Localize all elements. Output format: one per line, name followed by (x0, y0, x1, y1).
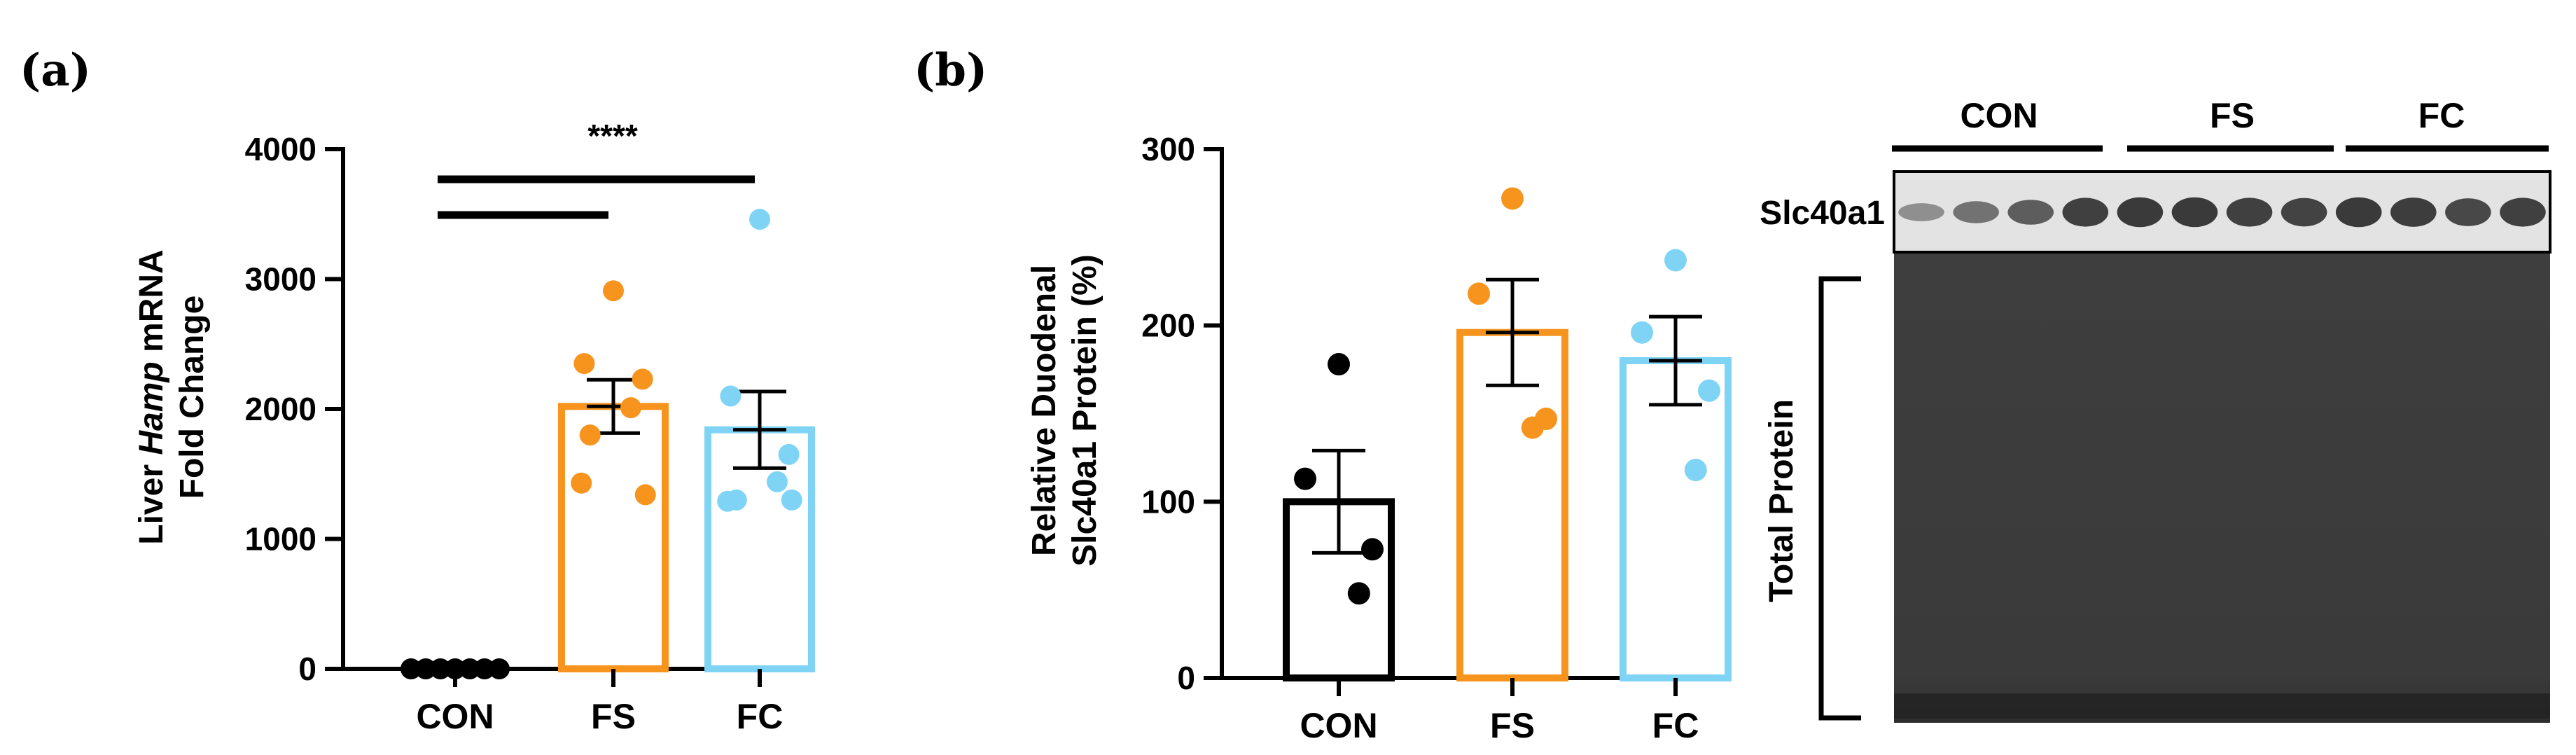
blot-band (1953, 201, 1999, 223)
data-point-fs-a (579, 424, 601, 446)
data-point-con-b (1347, 582, 1370, 605)
data-point-fc-b (1698, 379, 1720, 402)
data-point-con-a (489, 658, 510, 679)
y-axis-label-a-italic: Hamp (133, 361, 170, 455)
data-point-fc-b (1684, 459, 1707, 482)
data-point-fc-b (1664, 249, 1687, 272)
data-point-fc-b (1631, 321, 1653, 344)
data-point-con-b (1328, 353, 1350, 376)
x-tick-label-fs-b: FS (1490, 706, 1535, 745)
data-point-fs-b (1501, 187, 1524, 210)
y-tick-label-a: 4000 (245, 131, 316, 167)
blot-band (2007, 200, 2054, 225)
data-point-con-a (474, 658, 495, 679)
data-point-fs-a (634, 484, 656, 506)
western-blot: CON FS FC Slc40a1 Total Protein (1760, 96, 2551, 723)
data-point-fs-b (1468, 282, 1490, 305)
total-protein-gel (1894, 254, 2550, 723)
y-axis-label-b: Relative Duodenal Slc40a1 Protein (%) (1026, 254, 1103, 567)
data-point-fs-a (632, 368, 653, 390)
y-axis-label-a: Liver Hamp mRNA Fold Change (133, 249, 211, 544)
y-tick-label-a: 3000 (245, 261, 316, 298)
x-tick-label-fc-a: FC (737, 697, 784, 736)
blot-band (2226, 198, 2273, 227)
blot-band-label: Slc40a1 (1760, 195, 1885, 232)
x-tick-label-fs-a: FS (591, 697, 636, 736)
total-protein-label: Total Protein (1763, 399, 1800, 602)
blot-band-strip (1893, 170, 2551, 254)
blot-band (2500, 198, 2546, 227)
y-tick-label-b: 300 (1141, 131, 1195, 167)
data-point-fc-a (717, 490, 739, 512)
y-tick-label-a: 1000 (245, 521, 316, 557)
blot-band (2335, 197, 2382, 228)
y-axis-label-a-suffix: mRNA (133, 249, 170, 361)
y-tick-label-a: 0 (298, 651, 316, 687)
data-point-fs-a (603, 280, 624, 302)
blot-group-label-fs: FS (2210, 96, 2255, 135)
panel-b-label: (b) (914, 44, 987, 97)
data-point-con-a (445, 658, 466, 679)
panel-a-label: (a) (20, 44, 91, 97)
data-point-fs-a (573, 353, 595, 375)
blot-band (2062, 198, 2109, 227)
blot-band (2390, 198, 2437, 227)
total-protein-gel-bottom-band (1894, 693, 2550, 719)
chart-b: Relative Duodenal Slc40a1 Protein (%) 0 1… (1026, 131, 1732, 745)
data-point-fs-a (571, 472, 592, 494)
y-tick-label-b: 200 (1141, 307, 1195, 344)
y-axis-label-a-line2: Fold Change (174, 296, 211, 499)
data-point-fs-a (620, 397, 641, 419)
data-point-fc-a (720, 385, 742, 407)
data-point-con-a (459, 658, 480, 679)
x-tick-label-con-a: CON (416, 697, 494, 736)
blot-band (2171, 197, 2218, 228)
y-tick-label-a: 2000 (245, 391, 316, 427)
y-tick-label-b: 100 (1141, 483, 1195, 520)
data-point-fc-a (778, 443, 800, 465)
x-tick-label-fc-b: FC (1652, 706, 1699, 745)
y-axis-label-a-prefix: Liver (133, 455, 170, 545)
data-point-con-b (1294, 467, 1316, 490)
blot-group-label-fc: FC (2418, 96, 2465, 135)
blot-group-label-con: CON (1960, 96, 2038, 135)
blot-band (2117, 197, 2164, 228)
bar-fc-b (1620, 357, 1732, 681)
data-point-fs-b (1521, 416, 1544, 439)
significance-label: **** (587, 118, 638, 154)
data-point-fc-a (781, 489, 802, 511)
svg-text:Liver Hamp mRNA: Liver Hamp mRNA (133, 249, 170, 544)
data-point-fc-a (749, 209, 770, 230)
data-point-con-a (430, 658, 451, 679)
x-tick-label-con-b: CON (1300, 706, 1377, 745)
blot-bands (1898, 197, 2546, 228)
blot-band (2445, 198, 2491, 226)
data-point-con-b (1361, 538, 1384, 561)
y-axis-label-b-line1: Relative Duodenal (1026, 265, 1063, 556)
blot-band (2281, 198, 2327, 227)
bar-fs-a (558, 403, 669, 672)
blot-band (1898, 203, 1944, 221)
total-protein-bracket (1818, 276, 1861, 721)
data-point-con-a (401, 658, 422, 679)
chart-a: Liver Hamp mRNA Fold Change **** 0 1000 20… (133, 118, 815, 736)
y-axis-label-b-line2: Slc40a1 Protein (%) (1066, 254, 1103, 567)
data-point-fc-a (766, 471, 788, 492)
data-point-con-a (415, 658, 436, 679)
y-tick-label-b: 0 (1177, 660, 1195, 696)
